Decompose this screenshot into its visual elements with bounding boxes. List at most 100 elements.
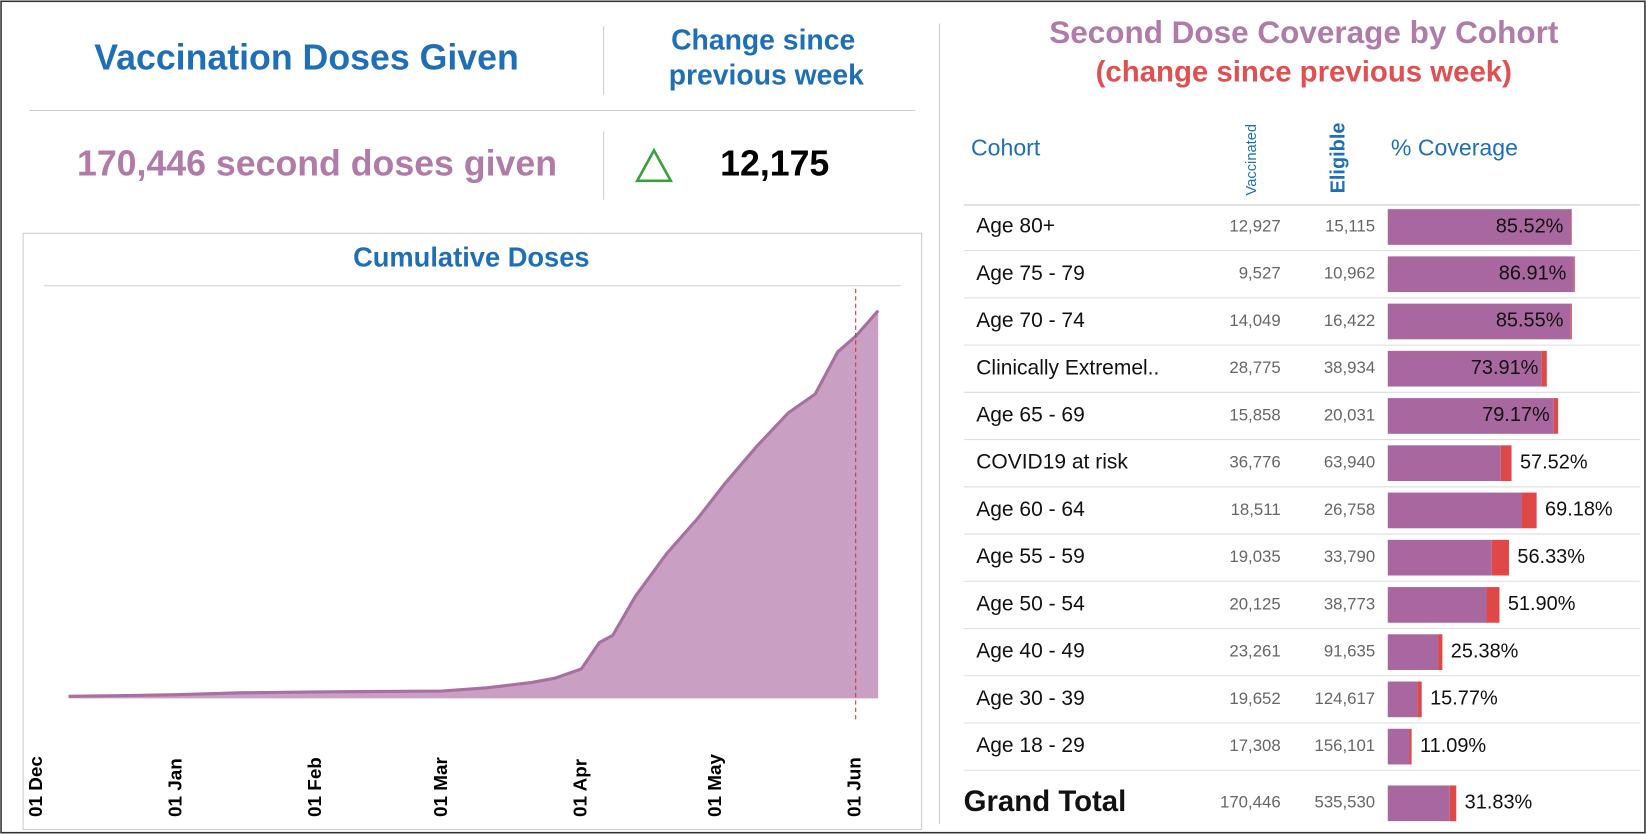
x-tick-label: 01 Jan bbox=[165, 758, 186, 817]
vaccinated: 15,858 bbox=[1229, 405, 1280, 424]
x-tick-label: 01 Apr bbox=[570, 758, 591, 817]
line bbox=[68, 309, 880, 698]
change-bar bbox=[1573, 256, 1575, 293]
vaccinated: 170,446 bbox=[1220, 793, 1281, 812]
cohort: Age 40 - 49 bbox=[976, 640, 1084, 663]
coverage-label: 57.52% bbox=[1520, 451, 1588, 473]
cohort: Age 55 - 59 bbox=[976, 545, 1084, 568]
title: Vaccination Doses Given bbox=[94, 38, 518, 78]
cohort: Age 80+ bbox=[976, 215, 1055, 238]
eligible: 38,934 bbox=[1324, 358, 1375, 377]
eligible: 156,101 bbox=[1314, 736, 1375, 755]
cohort: Clinically Extremel.. bbox=[976, 356, 1159, 379]
cohort: Age 70 - 74 bbox=[976, 309, 1085, 332]
change-bar bbox=[1486, 587, 1500, 623]
change-bar bbox=[1521, 492, 1537, 529]
vaccinated: 9,527 bbox=[1239, 264, 1281, 283]
change-bar bbox=[1417, 681, 1422, 718]
cohort: Age 60 - 64 bbox=[976, 498, 1085, 521]
vaccinated: 23,261 bbox=[1229, 642, 1280, 661]
vaccinated: 17,308 bbox=[1229, 736, 1280, 755]
coverage-label: 25.38% bbox=[1451, 640, 1519, 662]
chart-title: Cumulative Doses bbox=[353, 242, 590, 273]
coverage-label: 79.17% bbox=[1482, 404, 1550, 426]
coverage-bar bbox=[1387, 209, 1572, 245]
coverage-label: 85.55% bbox=[1496, 310, 1564, 332]
vaccinated: 20,125 bbox=[1229, 594, 1280, 613]
coverage-bar bbox=[1387, 681, 1418, 718]
cohort: COVID19 at risk bbox=[976, 451, 1128, 474]
vaccinated: 36,776 bbox=[1229, 453, 1280, 472]
change-label: previous week bbox=[669, 59, 864, 91]
coverage-label: 73.91% bbox=[1471, 357, 1539, 379]
area bbox=[68, 310, 879, 699]
coverage-bar bbox=[1387, 587, 1487, 623]
column-header: % Coverage bbox=[1391, 134, 1518, 160]
x-tick-label: 01 Dec bbox=[26, 756, 47, 817]
coverage-label: 31.83% bbox=[1465, 792, 1533, 814]
column-header: Cohort bbox=[971, 134, 1041, 160]
coverage-label: 51.90% bbox=[1508, 593, 1576, 615]
eligible: 10,962 bbox=[1324, 264, 1375, 283]
eligible: 63,940 bbox=[1324, 453, 1375, 472]
vaccinated: 12,927 bbox=[1229, 216, 1280, 235]
change-bar bbox=[1571, 209, 1572, 245]
change-bar bbox=[1438, 634, 1443, 670]
cohort: Age 65 - 69 bbox=[976, 403, 1084, 426]
coverage-label: 15.77% bbox=[1430, 688, 1498, 710]
coverage-bar bbox=[1387, 492, 1522, 529]
coverage-label: 69.18% bbox=[1545, 499, 1613, 521]
vaccinated: 28,775 bbox=[1229, 358, 1280, 377]
coverage-label: 85.52% bbox=[1496, 215, 1564, 237]
cohort: Grand Total bbox=[964, 785, 1127, 818]
coverage-bar bbox=[1387, 303, 1571, 340]
doses-text: 170,446 second doses given bbox=[77, 144, 557, 184]
x-tick-label: 01 May bbox=[705, 753, 726, 816]
coverage-bar bbox=[1387, 539, 1492, 576]
eligible: 38,773 bbox=[1324, 594, 1375, 613]
coverage-bar bbox=[1387, 785, 1450, 822]
table-subtitle: (change since previous week) bbox=[1096, 55, 1512, 88]
change-bar bbox=[1500, 445, 1512, 482]
chart-panel bbox=[22, 232, 923, 831]
change-bar bbox=[1541, 350, 1547, 387]
coverage-bar bbox=[1387, 634, 1439, 670]
eligible: 20,031 bbox=[1324, 405, 1375, 424]
cohort: Age 18 - 29 bbox=[976, 734, 1084, 757]
x-tick-label: 01 Mar bbox=[431, 756, 452, 816]
coverage-bar bbox=[1387, 728, 1410, 765]
change-bar bbox=[1570, 303, 1572, 340]
column-header: Vaccinated bbox=[1244, 124, 1260, 196]
eligible: 124,617 bbox=[1314, 689, 1375, 708]
change-bar bbox=[1491, 539, 1509, 576]
coverage-bar bbox=[1387, 398, 1554, 434]
vaccinated: 19,035 bbox=[1229, 547, 1280, 566]
eligible: 535,530 bbox=[1314, 793, 1375, 812]
change-bar bbox=[1449, 785, 1457, 822]
x-tick-label: 01 Feb bbox=[305, 757, 326, 817]
x-tick-label: 01 Jun bbox=[845, 757, 866, 817]
coverage-label: 11.09% bbox=[1420, 735, 1486, 757]
vaccinated: 18,511 bbox=[1231, 500, 1281, 519]
coverage-bar bbox=[1387, 256, 1574, 293]
change-label: Change since bbox=[671, 25, 855, 57]
eligible: 91,635 bbox=[1324, 642, 1375, 661]
table-title: Second Dose Coverage by Cohort bbox=[1049, 14, 1559, 50]
change-bar bbox=[1409, 728, 1412, 765]
coverage-bar bbox=[1387, 350, 1542, 387]
change-value: 12,175 bbox=[720, 144, 829, 184]
coverage-bar bbox=[1387, 445, 1501, 482]
eligible: 33,790 bbox=[1324, 547, 1375, 566]
coverage-label: 86.91% bbox=[1499, 263, 1567, 285]
cohort: Age 75 - 79 bbox=[976, 262, 1084, 285]
vaccinated: 19,652 bbox=[1229, 689, 1280, 708]
vaccinated: 14,049 bbox=[1229, 311, 1280, 330]
change-bar bbox=[1553, 398, 1559, 434]
eligible: 26,758 bbox=[1324, 500, 1375, 519]
column-header: Eligible bbox=[1328, 122, 1350, 193]
eligible: 16,422 bbox=[1324, 311, 1375, 330]
coverage-label: 56.33% bbox=[1517, 546, 1585, 568]
eligible: 15,115 bbox=[1325, 216, 1375, 235]
